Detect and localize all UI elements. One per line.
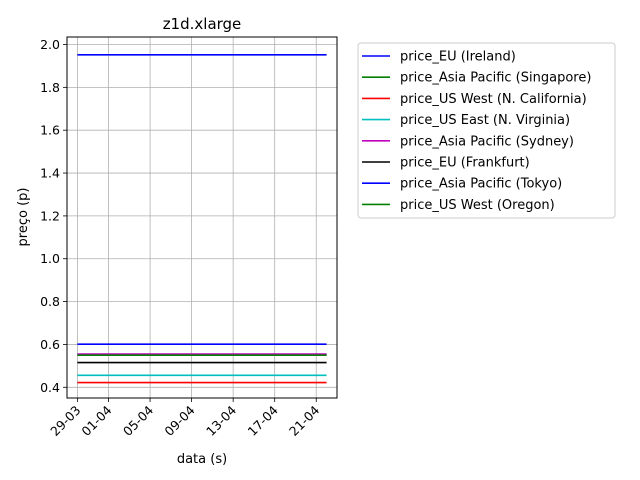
legend: price_EU (Ireland) price_Asia Pacific (Si… [357, 42, 616, 219]
series-lines [77, 53, 327, 384]
x-tick-label: 01-04 [78, 402, 114, 438]
legend-label-7: price_Asia Pacific (Tokyo) [400, 177, 562, 192]
legend-frame [357, 42, 616, 219]
legend-label-6: price_EU (Frankfurt) [400, 156, 530, 171]
y-tick-label: 0.6 [40, 337, 60, 352]
y-tick-label: 2.0 [40, 37, 60, 52]
plot-frame [66, 36, 338, 399]
x-tick-label: 13-04 [203, 402, 239, 438]
y-axis-label: preço (p) [16, 188, 31, 247]
legend-label-8: price_US West (Oregon) [400, 198, 555, 213]
chart-title: z1d.xlarge [163, 15, 242, 33]
legend-label-5: price_Asia Pacific (Sydney) [400, 134, 574, 149]
x-tick-label: 21-04 [286, 402, 322, 438]
legend-label-2: price_Asia Pacific (Singapore) [400, 71, 591, 86]
legend-items: price_EU (Ireland) price_Asia Pacific (Si… [362, 50, 591, 213]
y-tick-label: 0.4 [40, 380, 60, 395]
y-tick-label: 1.8 [40, 80, 60, 95]
y-axis: 0.4 0.6 0.8 1.0 1.2 1.4 1.6 1.8 2.0 [40, 37, 67, 395]
y-tick-label: 1.6 [40, 123, 60, 138]
x-tick-label: 09-04 [161, 402, 197, 438]
y-tick-label: 0.8 [40, 294, 60, 309]
legend-label-1: price_EU (Ireland) [400, 50, 516, 65]
x-tick-label: 17-04 [245, 402, 281, 438]
x-axis-label: data (s) [177, 452, 227, 467]
x-tick-label: 29-03 [47, 403, 83, 439]
y-tick-label: 1.4 [40, 166, 60, 181]
x-tick-label: 05-04 [120, 402, 156, 438]
legend-label-4: price_US East (N. Virginia) [400, 113, 570, 128]
plot-background [67, 37, 337, 398]
y-tick-label: 1.0 [40, 251, 60, 266]
legend-label-3: price_US West (N. California) [400, 92, 587, 107]
y-tick-label: 1.2 [40, 208, 60, 223]
